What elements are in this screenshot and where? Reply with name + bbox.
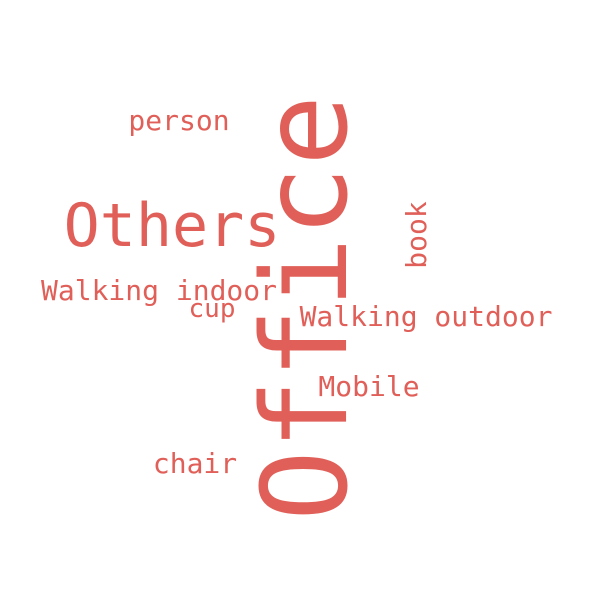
word-mobile: Mobile <box>318 370 420 403</box>
word-person: person <box>128 104 230 137</box>
word-walking-outdoor: Walking outdoor <box>299 300 553 333</box>
word-chair: chair <box>152 447 238 480</box>
word-cup: cup <box>188 294 236 324</box>
word-book: book <box>400 201 433 269</box>
word-others: Others <box>63 191 281 261</box>
word-walking-indoor: Walking indoor <box>40 274 278 307</box>
